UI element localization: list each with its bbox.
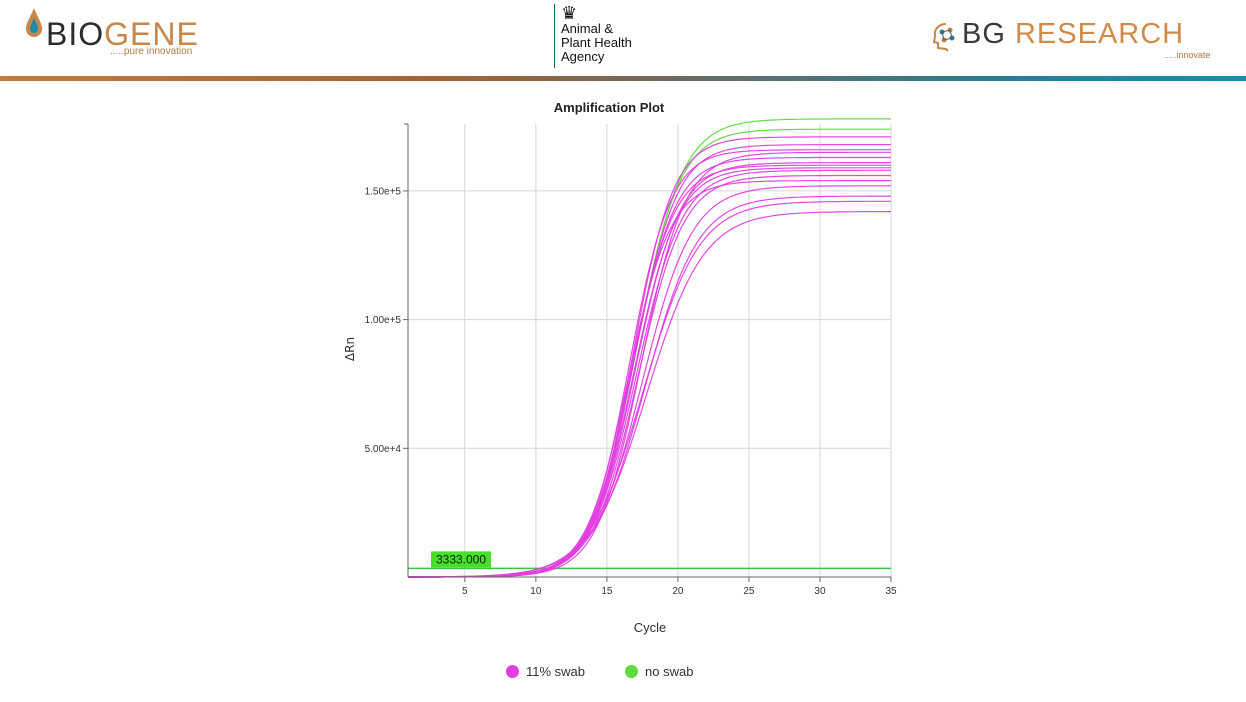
amplification-plot: Amplification Plot 3333.000 5 10 15 20 25 30 3… xyxy=(343,100,897,635)
chart-legend: 11% swab no swab xyxy=(0,664,1246,686)
legend-label-no-swab: no swab xyxy=(645,664,694,679)
legend-swatch-no-swab xyxy=(625,665,638,678)
legend-label-swab: 11% swab xyxy=(526,664,586,679)
apha-line-2: Plant Health xyxy=(561,35,632,50)
x-tick-label: 5 xyxy=(462,586,468,597)
apha-line-1: Animal & xyxy=(561,21,614,36)
biogene-wordmark: BIOGENE xyxy=(46,16,199,53)
curve-swab xyxy=(408,200,891,578)
legend-item-no-swab[interactable]: no swab xyxy=(625,664,693,679)
apha-line-3: Agency xyxy=(561,49,605,64)
biogene-logo: BIOGENE .....pure innovation xyxy=(24,6,224,62)
curve-swab xyxy=(408,156,891,578)
biogene-word-accent: GENE xyxy=(104,16,199,52)
threshold-label: 3333.000 xyxy=(436,552,486,566)
bg-research-tagline: .....innovate xyxy=(1164,50,1211,60)
x-tick-label: 10 xyxy=(530,586,542,597)
curve-swab xyxy=(408,185,891,578)
threshold-label-bg xyxy=(431,551,491,568)
curve-swab xyxy=(408,151,891,578)
bg-research-wordmark: BG RESEARCH xyxy=(962,18,1184,51)
x-axis-label: Cycle xyxy=(634,620,667,635)
threshold-group: 3333.000 xyxy=(408,551,891,570)
curve-swab xyxy=(408,136,891,578)
curve-swab xyxy=(408,144,891,578)
curve-swab xyxy=(408,174,891,578)
curve-swab xyxy=(408,169,891,578)
droplet-icon xyxy=(26,8,42,37)
royal-crest-icon: ♛ xyxy=(561,3,578,23)
y-tick-label: 1.00e+5 xyxy=(365,315,402,326)
curve-swab xyxy=(408,180,891,578)
chart-title: Amplification Plot xyxy=(554,100,665,115)
bg-research-logo: BG RESEARCH .....innovate xyxy=(930,16,1230,66)
header: BIOGENE .....pure innovation ♛ Animal & … xyxy=(0,0,1246,80)
x-tick-label: 30 xyxy=(814,586,826,597)
header-divider xyxy=(0,76,1246,81)
circuit-head-icon xyxy=(932,23,955,52)
y-tick-label: 5.00e+4 xyxy=(365,444,402,455)
curve-no-swab xyxy=(408,118,891,578)
bg-research-word-dark: BG xyxy=(962,18,1015,50)
chart-grid xyxy=(408,124,892,577)
biogene-word-dark: BIO xyxy=(46,16,105,52)
chart-axes: 5 10 15 20 25 30 35 5.00e+4 1.00e+5 1.50e+5 xyxy=(365,123,897,597)
y-axis-label: ΔRn xyxy=(343,337,357,361)
bg-research-word-accent: RESEARCH xyxy=(1014,18,1185,50)
x-tick-label: 20 xyxy=(672,586,684,597)
curve-swab xyxy=(408,149,891,578)
biogene-tagline: .....pure innovation xyxy=(110,46,193,57)
apha-logo: ♛ Animal & Plant Health Agency xyxy=(554,4,632,68)
y-tick-label: 1.50e+5 xyxy=(365,186,402,197)
curves-group xyxy=(407,118,891,578)
x-tick-label: 35 xyxy=(885,586,897,597)
legend-item-swab[interactable]: 11% swab xyxy=(506,664,585,679)
x-tick-label: 25 xyxy=(743,586,755,597)
x-tick-label: 15 xyxy=(601,586,613,597)
legend-swatch-swab xyxy=(506,665,519,678)
